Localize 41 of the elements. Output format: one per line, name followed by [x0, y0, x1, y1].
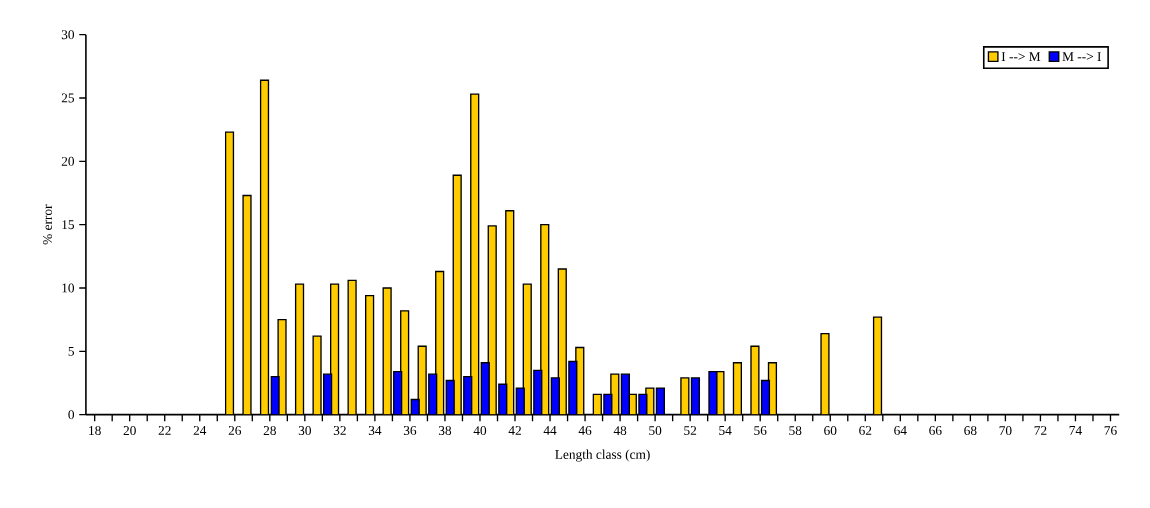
- x-tick-label: 18: [89, 426, 101, 436]
- x-tick-label: 34: [368, 426, 382, 435]
- x-tick-label: 60: [824, 426, 837, 436]
- legend-label: I --> M: [1001, 52, 1041, 61]
- y-axis-title: % error: [43, 204, 53, 245]
- x-tick-label: 20: [123, 426, 136, 436]
- x-tick-label: 48: [613, 426, 627, 436]
- legend-label: M --> I: [1062, 52, 1101, 61]
- x-tick-label: 56: [754, 426, 767, 435]
- x-tick-label: 46: [578, 426, 592, 435]
- x-tick-label: 72: [1034, 426, 1047, 435]
- y-tick-label: 10: [62, 283, 75, 293]
- x-tick-label: 28: [263, 426, 276, 436]
- x-tick-label: 30: [298, 426, 312, 436]
- x-tick-label: 22: [158, 426, 171, 435]
- x-tick-label: 36: [403, 426, 417, 435]
- x-tick-label: 68: [964, 426, 977, 436]
- x-tick-label: 50: [649, 426, 662, 436]
- x-tick-label: 70: [999, 426, 1012, 436]
- y-tick-label: 30: [61, 30, 75, 40]
- y-tick-label: 0: [68, 410, 75, 420]
- y-tick-label: 15: [62, 220, 75, 230]
- x-tick-label: 58: [789, 426, 802, 436]
- x-tick-label: 40: [473, 426, 487, 436]
- x-tick-label: 66: [929, 426, 942, 435]
- x-tick-label: 44: [543, 426, 557, 435]
- y-tick-label: 25: [61, 93, 75, 103]
- x-tick-label: 62: [859, 426, 872, 435]
- x-tick-label: 64: [894, 426, 907, 435]
- x-tick-label: 26: [228, 426, 242, 435]
- y-tick-label: 5: [68, 346, 75, 356]
- x-tick-label: 54: [719, 426, 732, 435]
- x-tick-label: 52: [684, 426, 697, 435]
- x-tick-label: 32: [333, 426, 346, 435]
- x-axis-title: Length class (cm): [555, 449, 650, 462]
- x-tick-label: 38: [438, 426, 452, 436]
- x-tick-label: 24: [193, 426, 207, 435]
- y-tick-label: 20: [61, 156, 75, 166]
- x-tick-label: 42: [508, 426, 521, 435]
- x-tick-label: 74: [1069, 426, 1082, 435]
- x-tick-label: 76: [1104, 426, 1117, 435]
